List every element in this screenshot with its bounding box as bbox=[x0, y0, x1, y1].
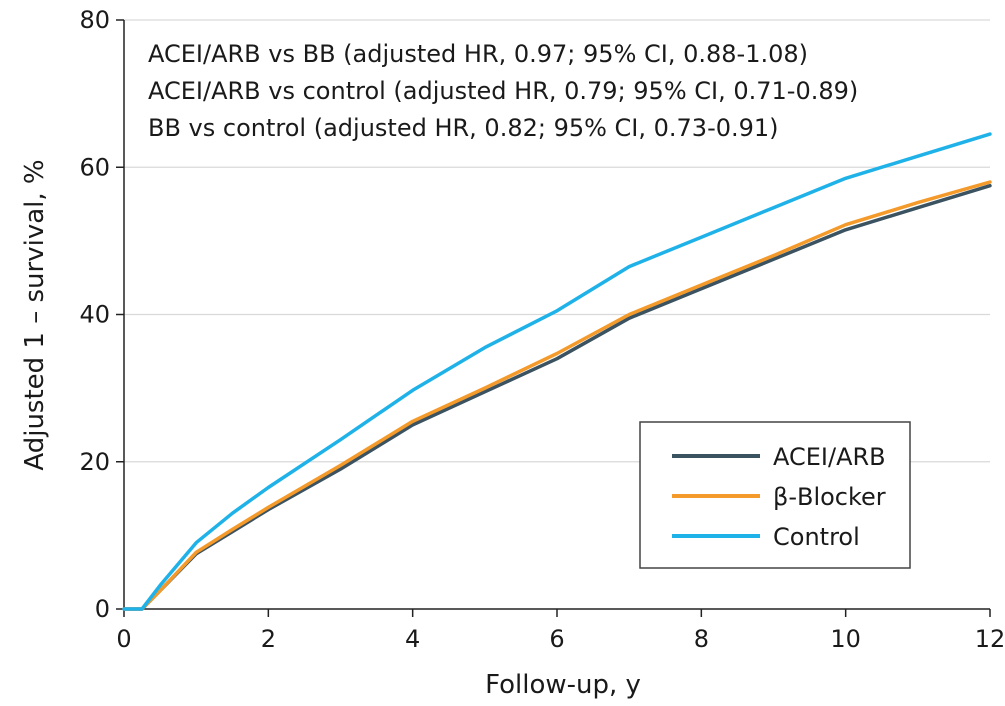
x-tick-label-0: 0 bbox=[116, 625, 131, 653]
x-axis-label: Follow-up, y bbox=[485, 670, 641, 700]
x-tick-label-6: 6 bbox=[549, 625, 564, 653]
y-tick-label-80: 80 bbox=[79, 6, 110, 34]
x-tick-label-8: 8 bbox=[694, 625, 709, 653]
y-tick-label-0: 0 bbox=[95, 595, 110, 623]
x-tick-label-10: 10 bbox=[830, 625, 861, 653]
x-tick-label-4: 4 bbox=[405, 625, 420, 653]
y-axis-label: Adjusted 1 – survival, % bbox=[20, 159, 50, 470]
x-tick-label-12: 12 bbox=[975, 625, 1005, 653]
legend-label-beta-blocker: β-Blocker bbox=[773, 483, 886, 511]
legend-label-control: Control bbox=[773, 523, 860, 551]
y-tick-label-60: 60 bbox=[79, 153, 110, 181]
series-line-control bbox=[122, 132, 992, 611]
tick-labels: 0 20 40 60 80 0 2 4 6 8 10 12 bbox=[79, 6, 1005, 653]
annotations: ACEI/ARB vs BB (adjusted HR, 0.97; 95% C… bbox=[148, 40, 858, 142]
annotation-3: BB vs control (adjusted HR, 0.82; 95% CI… bbox=[148, 114, 779, 142]
series-line-blocker bbox=[122, 180, 992, 611]
series-lines bbox=[122, 132, 992, 611]
y-tick-label-40: 40 bbox=[79, 301, 110, 329]
y-tick-label-20: 20 bbox=[79, 448, 110, 476]
legend-label-acei-arb: ACEI/ARB bbox=[773, 443, 886, 471]
x-tick-label-2: 2 bbox=[261, 625, 276, 653]
annotation-2: ACEI/ARB vs control (adjusted HR, 0.79; … bbox=[148, 77, 858, 105]
legend: ACEI/ARB β-Blocker Control bbox=[639, 421, 911, 569]
annotation-1: ACEI/ARB vs BB (adjusted HR, 0.97; 95% C… bbox=[148, 40, 808, 68]
